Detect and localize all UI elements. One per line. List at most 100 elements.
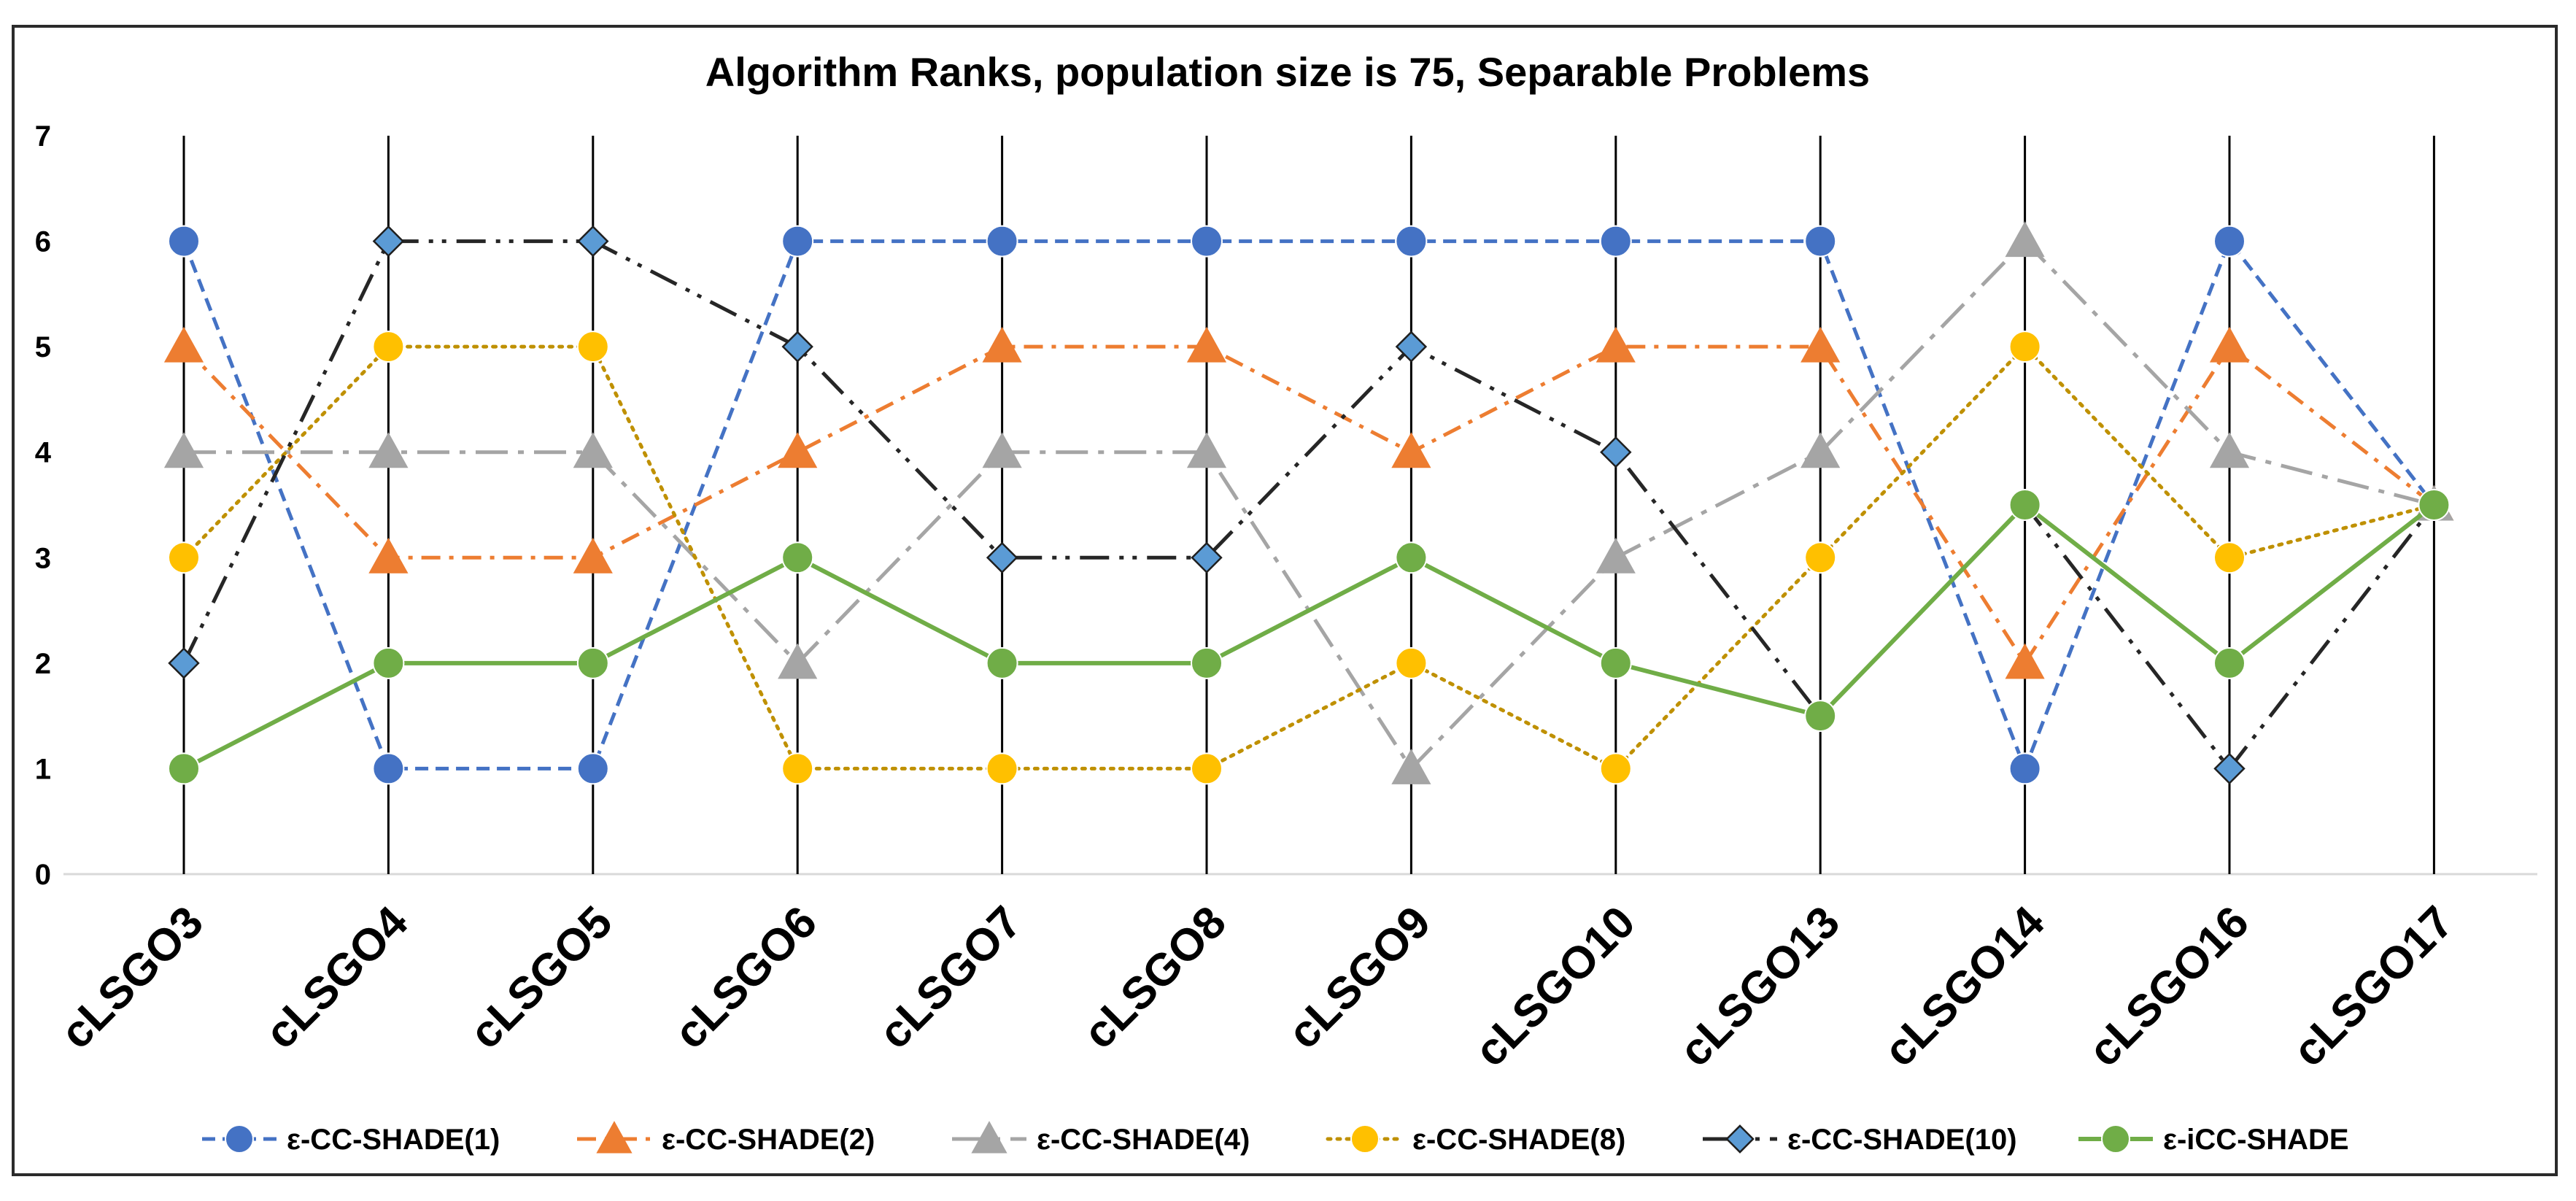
series-2 (163, 326, 2454, 679)
legend-item-2: ε-CC-SHADE(2) (577, 1121, 875, 1156)
data-point (778, 432, 818, 468)
data-point (781, 541, 814, 574)
series-1 (168, 225, 2451, 785)
series-line (182, 239, 2436, 771)
series-layer (163, 221, 2454, 785)
legend-item-5: ε-CC-SHADE(10) (1703, 1124, 2017, 1156)
x-axis: cLSGO3 cLSGO4 cLSGO5 cLSGO6 cLSGO7 cLSGO8 cLSG… (51, 897, 2463, 1077)
data-point (1599, 752, 1632, 785)
legend-marker (971, 1121, 1007, 1154)
data-point (168, 647, 200, 679)
legend-label: ε-iCC-SHADE (2163, 1124, 2349, 1156)
legend: ε-CC-SHADE(1) ε-CC-SHADE(2) ε-CC-SHADE(4) ε… (202, 1121, 2349, 1156)
x-tick-label: cLSGO13 (1670, 897, 1849, 1076)
data-point (986, 646, 1018, 679)
legend-marker (2101, 1124, 2130, 1154)
legend-item-1: ε-CC-SHADE(1) (202, 1124, 500, 1156)
data-point (2213, 541, 2246, 574)
y-tick-label: 1 (35, 753, 51, 785)
series-3 (163, 221, 2454, 784)
data-point (2213, 225, 2246, 258)
data-point (778, 643, 818, 679)
data-point (372, 225, 405, 258)
data-point (2213, 752, 2246, 785)
y-tick-label: 6 (35, 226, 51, 258)
legend-label: ε-CC-SHADE(1) (287, 1124, 500, 1156)
data-point (2005, 643, 2045, 679)
data-point (1801, 326, 1841, 363)
data-point (372, 331, 405, 363)
data-point (1596, 538, 1636, 574)
series-6 (168, 489, 2451, 785)
legend-label: ε-CC-SHADE(4) (1037, 1124, 1250, 1156)
series-5 (168, 225, 2451, 785)
data-point (2418, 489, 2451, 521)
data-point (1191, 752, 1223, 785)
data-point (986, 225, 1018, 258)
x-tick-label: cLSGO4 (256, 897, 418, 1059)
data-point (1395, 541, 1428, 574)
data-point (168, 541, 200, 574)
series-line (182, 344, 2435, 665)
data-point (2209, 432, 2250, 468)
data-point (576, 646, 609, 679)
data-point (368, 538, 409, 574)
data-point (372, 752, 405, 785)
data-point (1801, 432, 1841, 468)
data-point (1395, 646, 1428, 679)
y-tick-label: 5 (35, 331, 51, 363)
legend-label: ε-CC-SHADE(2) (662, 1124, 875, 1156)
series-line (182, 239, 2436, 771)
data-point (2008, 489, 2041, 521)
data-point (982, 326, 1022, 363)
x-tick-label: cLSGO3 (51, 897, 213, 1059)
x-tick-label: cLSGO17 (2283, 897, 2463, 1076)
x-tick-label: cLSGO5 (460, 897, 622, 1059)
data-point (1596, 326, 1636, 363)
chart-title: Algorithm Ranks, population size is 75, … (705, 49, 1870, 95)
legend-marker (1725, 1124, 1755, 1154)
data-point (1391, 432, 1431, 468)
data-point (1804, 225, 1837, 258)
data-point (2005, 221, 2045, 258)
x-tick-label: cLSGO6 (665, 897, 827, 1059)
legend-label: ε-CC-SHADE(8) (1412, 1124, 1625, 1156)
data-point (1599, 225, 1632, 258)
data-point (1191, 541, 1223, 574)
y-axis: 0 1 2 3 4 5 6 7 (35, 120, 52, 891)
grid-layer (63, 136, 2537, 876)
data-point (986, 541, 1018, 574)
legend-item-4: ε-CC-SHADE(8) (1326, 1124, 1625, 1156)
y-tick-label: 0 (35, 859, 51, 891)
x-tick-label: cLSGO16 (2079, 897, 2259, 1076)
data-point (368, 432, 409, 468)
data-point (2213, 646, 2246, 679)
x-tick-label: cLSGO8 (1074, 897, 1236, 1059)
data-point (781, 752, 814, 785)
data-point (576, 331, 609, 363)
legend-item-6: ε-iCC-SHADE (2078, 1124, 2349, 1156)
data-point (573, 538, 613, 574)
legend-marker (596, 1121, 633, 1154)
data-point (982, 432, 1022, 468)
x-tick-label: cLSGO9 (1279, 897, 1441, 1059)
data-point (1395, 331, 1428, 363)
data-point (781, 331, 813, 363)
data-point (2008, 752, 2041, 785)
legend-marker (1350, 1124, 1380, 1154)
series-line (184, 239, 2435, 771)
data-point (1186, 432, 1227, 468)
data-point (781, 225, 814, 258)
data-point (1391, 749, 1431, 784)
series-line (182, 344, 2436, 771)
data-point (168, 225, 200, 258)
x-tick-label: cLSGO14 (1874, 897, 2054, 1077)
data-point (1191, 225, 1223, 258)
series-line (182, 503, 2436, 771)
data-point (2008, 331, 2041, 363)
data-point (163, 326, 204, 363)
data-point (1186, 326, 1227, 363)
data-point (168, 752, 200, 785)
data-point (2209, 326, 2250, 363)
